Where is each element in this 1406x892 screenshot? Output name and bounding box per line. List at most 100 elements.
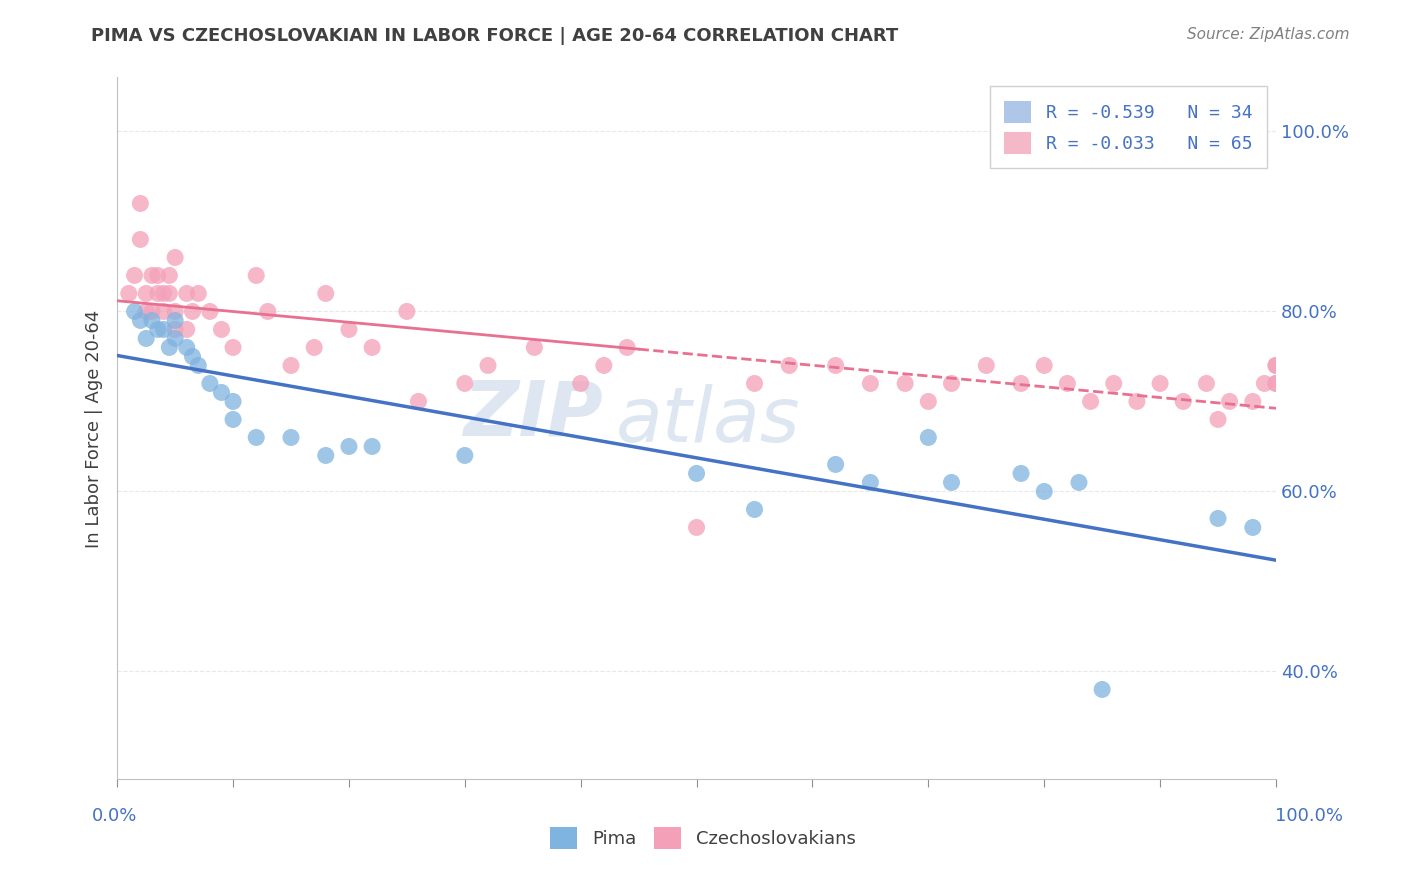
Point [181, 350, 204, 364]
Point [917, 394, 939, 409]
Point [280, 359, 302, 373]
Point [1033, 359, 1056, 373]
Point [198, 304, 221, 318]
Point [152, 304, 174, 318]
Point [395, 304, 418, 318]
Point [152, 322, 174, 336]
Point [118, 286, 141, 301]
Point [1010, 467, 1032, 481]
Point [211, 322, 233, 336]
Point [135, 286, 157, 301]
Point [146, 322, 169, 336]
Point [152, 286, 174, 301]
Point [222, 341, 245, 355]
Point [824, 359, 846, 373]
Point [361, 440, 384, 454]
Point [1102, 376, 1125, 391]
Point [1126, 394, 1149, 409]
Point [222, 412, 245, 426]
Point [187, 286, 209, 301]
Point [157, 341, 180, 355]
Text: Source: ZipAtlas.com: Source: ZipAtlas.com [1187, 27, 1350, 42]
Point [592, 359, 614, 373]
Point [181, 304, 204, 318]
Point [1206, 412, 1229, 426]
Point [165, 331, 187, 345]
Point [157, 268, 180, 283]
Text: atlas: atlas [616, 384, 800, 458]
Point [894, 376, 917, 391]
Point [824, 458, 846, 472]
Point [141, 268, 163, 283]
Point [245, 268, 267, 283]
Point [245, 430, 267, 444]
Point [129, 196, 152, 211]
Point [146, 268, 169, 283]
Point [477, 359, 499, 373]
Point [1173, 394, 1195, 409]
Point [859, 376, 882, 391]
Legend: R = -0.539   N = 34, R = -0.033   N = 65: R = -0.539 N = 34, R = -0.033 N = 65 [990, 87, 1267, 169]
Text: 0.0%: 0.0% [91, 807, 136, 825]
Point [129, 313, 152, 327]
Point [135, 331, 157, 345]
Point [222, 394, 245, 409]
Point [941, 475, 963, 490]
Point [256, 304, 278, 318]
Point [1241, 394, 1264, 409]
Point [135, 304, 157, 318]
Point [1241, 520, 1264, 534]
Point [1219, 394, 1241, 409]
Point [1265, 359, 1288, 373]
Point [1080, 394, 1102, 409]
Point [302, 341, 325, 355]
Point [744, 502, 766, 516]
Point [1033, 484, 1056, 499]
Point [974, 359, 997, 373]
Point [523, 341, 546, 355]
Text: 100.0%: 100.0% [1275, 807, 1343, 825]
Point [941, 376, 963, 391]
Legend: Pima, Czechoslovakians: Pima, Czechoslovakians [543, 820, 863, 856]
Point [124, 268, 146, 283]
Point [141, 304, 163, 318]
Point [1010, 376, 1032, 391]
Point [176, 322, 198, 336]
Point [1265, 359, 1288, 373]
Point [1206, 511, 1229, 525]
Point [165, 322, 187, 336]
Point [685, 467, 707, 481]
Point [744, 376, 766, 391]
Point [1195, 376, 1218, 391]
Point [176, 286, 198, 301]
Point [1253, 376, 1275, 391]
Point [569, 376, 592, 391]
Point [187, 359, 209, 373]
Text: PIMA VS CZECHOSLOVAKIAN IN LABOR FORCE | AGE 20-64 CORRELATION CHART: PIMA VS CZECHOSLOVAKIAN IN LABOR FORCE |… [91, 27, 898, 45]
Point [165, 313, 187, 327]
Point [917, 430, 939, 444]
Point [361, 341, 384, 355]
Point [1265, 376, 1288, 391]
Text: ZIP: ZIP [464, 377, 603, 451]
Point [315, 449, 337, 463]
Point [315, 286, 337, 301]
Point [165, 304, 187, 318]
Point [454, 449, 477, 463]
Point [198, 376, 221, 391]
Point [408, 394, 430, 409]
Point [157, 286, 180, 301]
Point [1091, 682, 1114, 697]
Point [337, 322, 360, 336]
Point [778, 359, 800, 373]
Point [165, 251, 187, 265]
Point [1265, 376, 1288, 391]
Point [280, 430, 302, 444]
Point [859, 475, 882, 490]
Point [176, 341, 198, 355]
Y-axis label: In Labor Force | Age 20-64: In Labor Force | Age 20-64 [86, 310, 103, 548]
Point [211, 385, 233, 400]
Point [129, 232, 152, 246]
Point [454, 376, 477, 391]
Point [337, 440, 360, 454]
